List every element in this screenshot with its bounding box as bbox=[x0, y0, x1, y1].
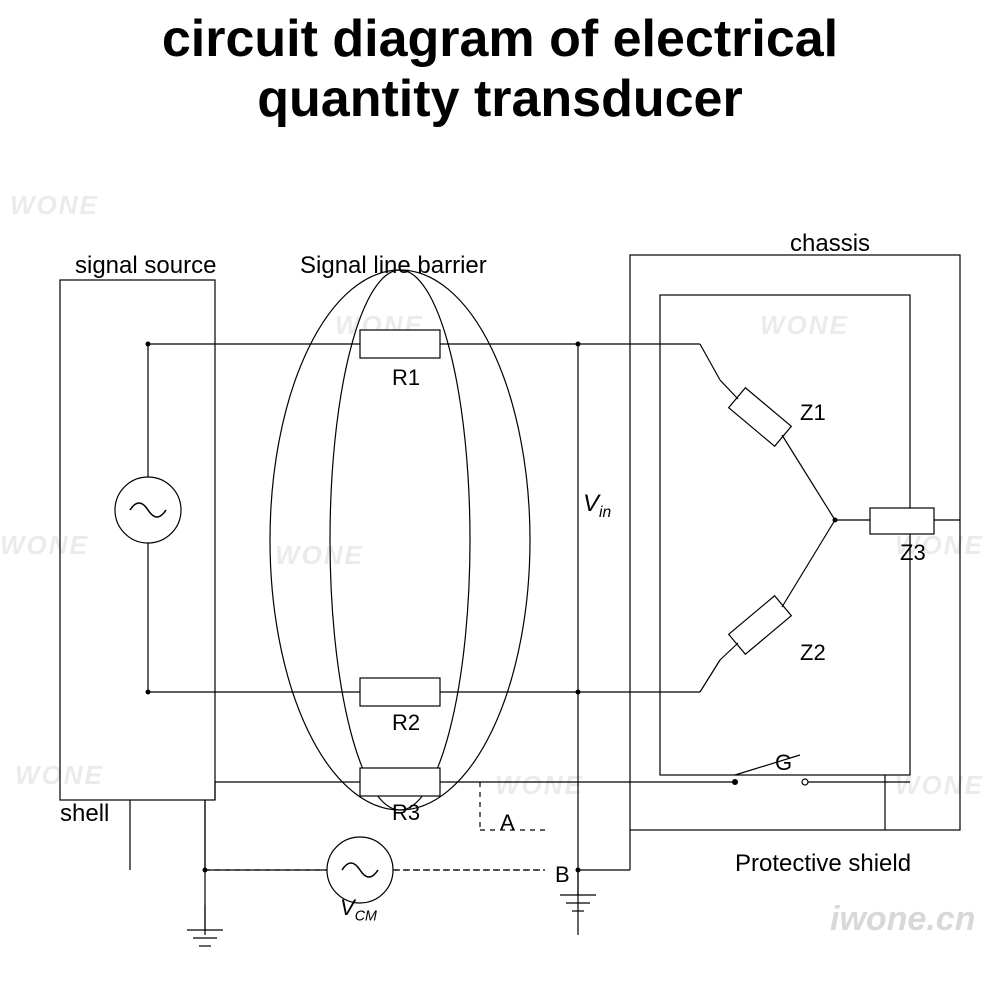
label-B: B bbox=[555, 862, 570, 888]
label-Z2: Z2 bbox=[800, 640, 826, 666]
label-R3: R3 bbox=[392, 800, 420, 826]
label-signal_source: signal source bbox=[75, 252, 216, 280]
label-R1: R1 bbox=[392, 365, 420, 391]
label-A: A bbox=[500, 810, 515, 836]
label-Vin: Vin bbox=[583, 490, 611, 522]
label-chassis: chassis bbox=[790, 230, 870, 258]
label-Z1: Z1 bbox=[800, 400, 826, 426]
label-R2: R2 bbox=[392, 710, 420, 736]
label-shell: shell bbox=[60, 800, 109, 828]
label-Z3: Z3 bbox=[900, 540, 926, 566]
label-VCM: VCM bbox=[340, 895, 377, 924]
footer-watermark: iwone.cn bbox=[830, 900, 975, 939]
label-G: G bbox=[775, 750, 792, 776]
label-prot_shield: Protective shield bbox=[735, 850, 911, 878]
label-signal_barrier: Signal line barrier bbox=[300, 252, 487, 280]
